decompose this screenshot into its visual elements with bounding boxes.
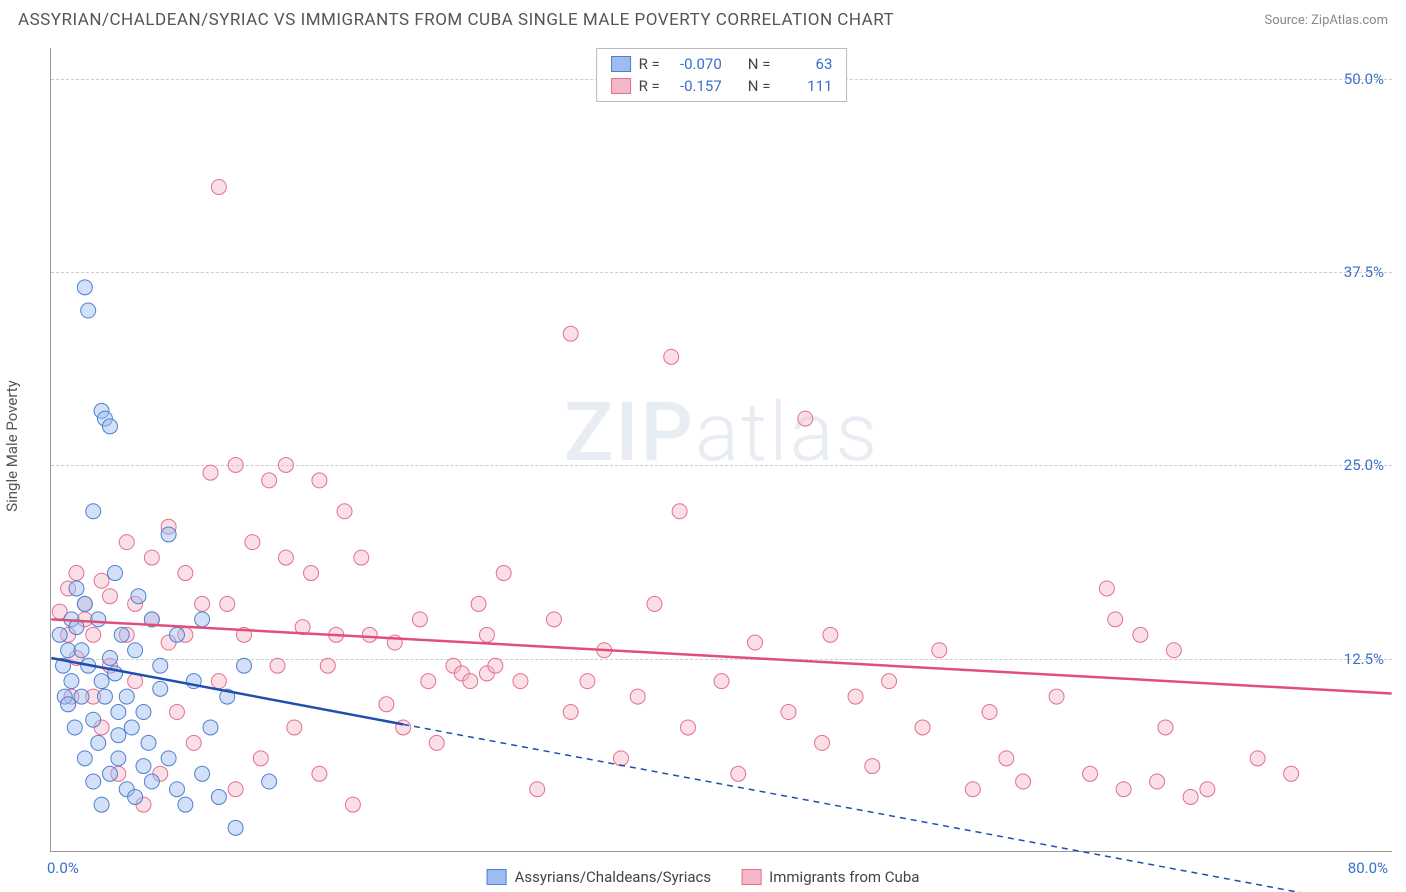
correlation-legend: R = -0.070 N = 63 R = -0.157 N = 111: [596, 48, 848, 102]
r-label: R =: [639, 55, 660, 73]
n-value: 63: [778, 55, 832, 73]
y-tick-label: 25.0%: [1344, 456, 1384, 474]
y-tick-label: 37.5%: [1344, 263, 1384, 281]
n-label: N =: [748, 77, 771, 95]
chart-title: ASSYRIAN/CHALDEAN/SYRIAC VS IMMIGRANTS F…: [18, 10, 894, 30]
y-tick-label: 12.5%: [1344, 650, 1384, 668]
series-legend: Assyrians/Chaldeans/Syriacs Immigrants f…: [487, 868, 920, 886]
n-value: 111: [778, 77, 832, 95]
y-axis-label: Single Male Poverty: [3, 380, 21, 512]
source-label: Source: ZipAtlas.com: [1264, 13, 1388, 28]
r-value: -0.157: [668, 77, 722, 95]
x-tick-label: 80.0%: [1348, 859, 1388, 877]
r-label: R =: [639, 77, 660, 95]
r-value: -0.070: [668, 55, 722, 73]
legend-row-assyrian: R = -0.070 N = 63: [611, 53, 833, 75]
legend-item-assyrian: Assyrians/Chaldeans/Syriacs: [487, 868, 712, 886]
legend-label: Assyrians/Chaldeans/Syriacs: [515, 868, 712, 886]
swatch-icon: [741, 869, 761, 885]
n-label: N =: [748, 55, 771, 73]
x-tick-label: 0.0%: [47, 859, 79, 877]
chart-plot-area: ZIPatlas R = -0.070 N = 63 R = -0.157 N …: [50, 48, 1392, 852]
legend-label: Immigrants from Cuba: [769, 868, 919, 886]
legend-item-cuba: Immigrants from Cuba: [741, 868, 919, 886]
legend-row-cuba: R = -0.157 N = 111: [611, 75, 833, 97]
swatch-icon: [611, 78, 631, 94]
swatch-icon: [611, 56, 631, 72]
scatter-plot-svg: [51, 48, 1392, 851]
swatch-icon: [487, 869, 507, 885]
y-tick-label: 50.0%: [1344, 70, 1384, 88]
